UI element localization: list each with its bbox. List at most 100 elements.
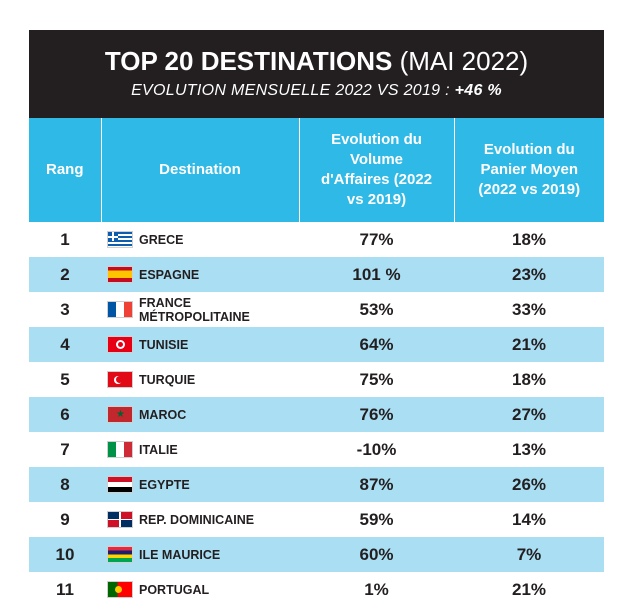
panier-cell: 13% xyxy=(511,439,547,459)
destination-wrap: ITALIE xyxy=(101,441,299,458)
column-header-panier: Evolution du Panier Moyen (2022 vs 2019) xyxy=(454,118,604,222)
volume-cell: 76% xyxy=(299,397,454,432)
table-body: 1 GRECE 77% 18% 2 ESPAGNE 101 % 23% 3 FRANCE MÉTR… xyxy=(29,222,604,607)
rank-cell: 5 xyxy=(60,369,70,389)
destination-cell: PORTUGAL xyxy=(101,572,299,607)
destination-name: REP. DOMINICAINE xyxy=(139,512,255,527)
rank-cell: 10 xyxy=(29,537,101,572)
rank-cell: 8 xyxy=(29,467,101,502)
column-header-volume-label: Evolution du Volume d'Affaires (2022 vs … xyxy=(320,131,433,208)
subtitle-text: EVOLUTION MENSUELLE 2022 VS 2019 : xyxy=(131,82,450,99)
page-subtitle: EVOLUTION MENSUELLE 2022 VS 2019 : +46 % xyxy=(29,82,604,100)
title-period: (MAI 2022) xyxy=(399,46,529,76)
destination-name: PORTUGAL xyxy=(139,582,210,597)
subtitle-value: +46 % xyxy=(454,82,502,99)
table-row: 9 REP. DOMINICAINE 59% 14% xyxy=(29,502,604,537)
table-row: 8 EGYPTE 87% 26% xyxy=(29,467,604,502)
volume-cell: 101 % xyxy=(299,257,454,292)
volume-cell: 59% xyxy=(359,509,394,529)
table-row: 11 PORTUGAL 1% 21% xyxy=(29,572,604,607)
table-row: 7 ITALIE -10% 13% xyxy=(29,432,604,467)
portugal-flag-icon xyxy=(107,581,133,598)
volume-cell: 77% xyxy=(359,229,394,249)
table-row: 4 TUNISIE 64% 21% xyxy=(29,327,604,362)
panier-cell: 14% xyxy=(511,509,547,529)
table-row: 10 ILE MAURICE 60% 7% xyxy=(29,537,604,572)
column-header-rank: Rang xyxy=(29,118,102,222)
turkey-flag-icon xyxy=(107,371,133,388)
panier-cell: 7% xyxy=(454,537,604,572)
panier-cell: 26% xyxy=(454,467,604,502)
rank-cell: 2 xyxy=(29,257,101,292)
destination-name: ITALIE xyxy=(139,442,178,457)
volume-cell: 53% xyxy=(359,299,394,319)
rank-cell: 3 xyxy=(60,299,70,319)
rank-cell: 11 xyxy=(56,579,74,599)
destination-cell: ★ MAROC xyxy=(101,397,299,432)
egypt-flag-icon xyxy=(107,476,133,493)
destination-name: ILE MAURICE xyxy=(139,547,221,562)
volume-cell: 60% xyxy=(299,537,454,572)
panier-cell: 23% xyxy=(454,257,604,292)
panier-cell: 18% xyxy=(511,369,547,389)
panier-cell: 33% xyxy=(511,299,547,319)
destination-cell: REP. DOMINICAINE xyxy=(101,502,299,537)
france-flag-icon xyxy=(107,301,133,318)
destination-wrap: FRANCE MÉTROPOLITAINE xyxy=(101,296,299,324)
table-row: 6 ★ MAROC 76% 27% xyxy=(29,397,604,432)
volume-cell: -10% xyxy=(356,439,397,459)
destination-name: FRANCE MÉTROPOLITAINE xyxy=(139,295,250,324)
destination-wrap: TURQUIE xyxy=(101,371,299,388)
destination-wrap: GRECE xyxy=(101,231,299,248)
panier-cell: 21% xyxy=(454,327,604,362)
rank-cell: 4 xyxy=(29,327,101,362)
destination-cell: TUNISIE xyxy=(101,327,299,362)
destination-cell: ILE MAURICE xyxy=(101,537,299,572)
page-title: TOP 20 DESTINATIONS (MAI 2022) xyxy=(29,30,604,77)
destination-name: MAROC xyxy=(139,407,187,422)
spain-flag-icon xyxy=(107,266,133,283)
italy-flag-icon xyxy=(107,441,133,458)
volume-cell: 75% xyxy=(359,369,394,389)
destinations-table: Rang Destination Evolution du Volume d'A… xyxy=(29,118,604,607)
destination-cell: EGYPTE xyxy=(101,467,299,502)
morocco-flag-icon: ★ xyxy=(107,406,133,423)
destination-wrap: TUNISIE xyxy=(101,336,299,353)
table-header-row: Rang Destination Evolution du Volume d'A… xyxy=(29,118,604,222)
destination-name: EGYPTE xyxy=(139,477,190,492)
mauritius-flag-icon xyxy=(107,546,133,563)
destination-cell: TURQUIE xyxy=(101,362,299,397)
greece-flag-icon xyxy=(107,231,133,248)
column-header-volume: Evolution du Volume d'Affaires (2022 vs … xyxy=(299,118,455,222)
table-row: 5 TURQUIE 75% 18% xyxy=(29,362,604,397)
destination-cell: FRANCE MÉTROPOLITAINE xyxy=(101,292,299,327)
column-header-panier-label: Evolution du Panier Moyen (2022 vs 2019) xyxy=(478,141,581,198)
rank-cell: 9 xyxy=(60,509,70,529)
destination-cell: ITALIE xyxy=(101,432,299,467)
panier-cell: 27% xyxy=(454,397,604,432)
volume-cell: 87% xyxy=(299,467,454,502)
rank-cell: 6 xyxy=(29,397,101,432)
panier-cell: 21% xyxy=(511,579,547,599)
rank-cell: 7 xyxy=(60,439,70,459)
destination-name: GRECE xyxy=(139,232,184,247)
destination-wrap: ILE MAURICE xyxy=(101,546,299,563)
title-banner: TOP 20 DESTINATIONS (MAI 2022) EVOLUTION… xyxy=(29,30,604,118)
panier-cell: 18% xyxy=(511,229,547,249)
volume-cell: 64% xyxy=(299,327,454,362)
column-header-destination: Destination xyxy=(101,118,300,222)
dominican-republic-flag-icon xyxy=(107,511,133,528)
destination-wrap: ★ MAROC xyxy=(101,406,299,423)
destination-name: ESPAGNE xyxy=(139,267,200,282)
destination-name: TUNISIE xyxy=(139,337,189,352)
table-row: 1 GRECE 77% 18% xyxy=(29,222,604,257)
destination-wrap: ESPAGNE xyxy=(101,266,299,283)
destination-wrap: PORTUGAL xyxy=(101,581,299,598)
volume-cell: 1% xyxy=(364,579,389,599)
destination-name: TURQUIE xyxy=(139,372,196,387)
destination-cell: GRECE xyxy=(101,222,299,257)
tunisia-flag-icon xyxy=(107,336,133,353)
destination-wrap: REP. DOMINICAINE xyxy=(101,511,299,528)
rank-cell: 1 xyxy=(60,229,70,249)
table-row: 3 FRANCE MÉTROPOLITAINE 53% 33% xyxy=(29,292,604,327)
